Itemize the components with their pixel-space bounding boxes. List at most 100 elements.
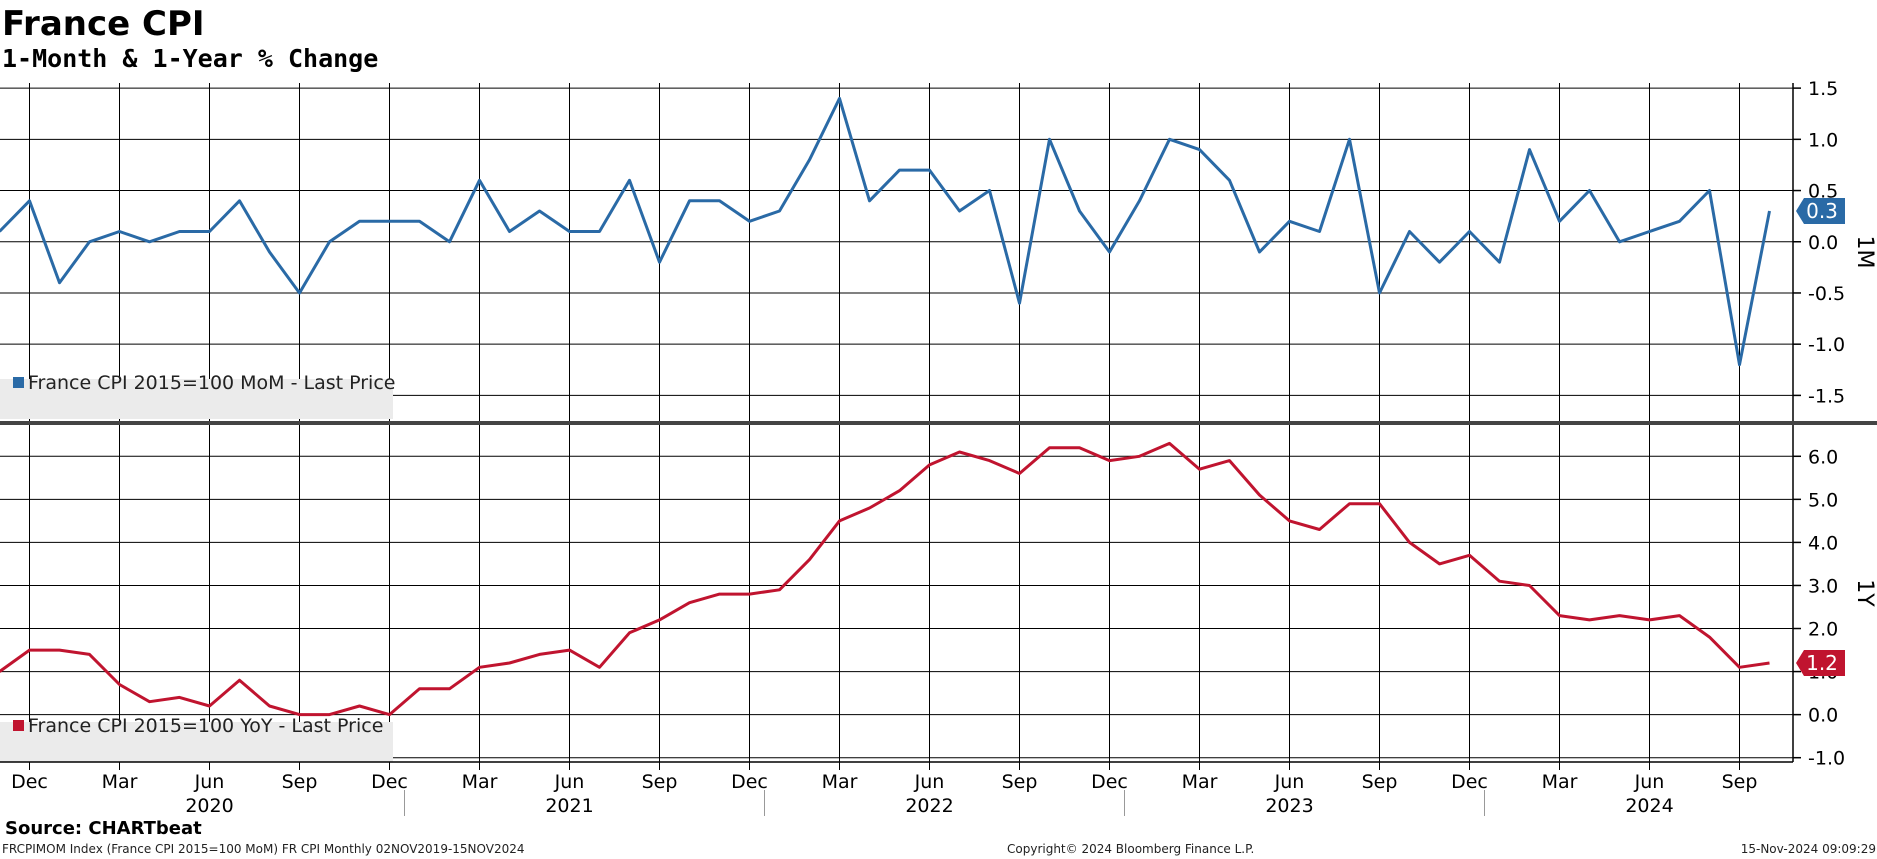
x-tick-label: Mar xyxy=(462,771,498,793)
data-point xyxy=(1018,302,1020,304)
data-point xyxy=(298,713,300,715)
data-point xyxy=(778,210,780,212)
legend-swatch xyxy=(13,720,24,731)
data-point xyxy=(388,220,390,222)
data-point xyxy=(1378,292,1380,294)
data-point xyxy=(1678,220,1680,222)
data-point xyxy=(1768,662,1770,664)
data-point xyxy=(58,282,60,284)
data-point xyxy=(808,159,810,161)
y-tick-label: 4.0 xyxy=(1808,532,1838,554)
data-point xyxy=(1198,468,1200,470)
data-point xyxy=(448,688,450,690)
x-year-label: 2022 xyxy=(905,795,953,817)
y-tick-label: 1.0 xyxy=(1808,129,1838,151)
data-point xyxy=(1468,230,1470,232)
y-tick-label: -1.5 xyxy=(1808,385,1845,407)
x-tick-label: Mar xyxy=(102,771,138,793)
x-tick-label: Sep xyxy=(642,771,678,793)
data-point xyxy=(358,705,360,707)
data-point xyxy=(1558,220,1560,222)
y-tick-label: 5.0 xyxy=(1808,489,1838,511)
data-point xyxy=(718,200,720,202)
data-point xyxy=(1018,472,1020,474)
x-tick-label: Dec xyxy=(371,771,408,793)
data-point xyxy=(688,200,690,202)
data-point xyxy=(1108,459,1110,461)
y-tick-label: 1.5 xyxy=(1808,78,1838,100)
x-tick-label: Sep xyxy=(1362,771,1398,793)
y-tick-label: 2.0 xyxy=(1808,619,1838,641)
copyright-notice: Copyright© 2024 Bloomberg Finance L.P. xyxy=(1007,842,1255,856)
x-tick-label: Mar xyxy=(822,771,858,793)
last-value-tag xyxy=(1796,649,1845,676)
data-point xyxy=(478,666,480,668)
data-point xyxy=(778,589,780,591)
data-point xyxy=(478,179,480,181)
data-point xyxy=(328,241,330,243)
data-point xyxy=(118,683,120,685)
y-tick-label: 0.0 xyxy=(1808,705,1838,727)
series-line xyxy=(0,441,1770,717)
data-point xyxy=(1138,200,1140,202)
data-point xyxy=(988,459,990,461)
data-point xyxy=(1288,520,1290,522)
y-axis-label: 1Y xyxy=(1852,579,1877,607)
last-value-label: 1.2 xyxy=(1806,651,1838,675)
data-point xyxy=(898,169,900,171)
x-year-label: 2024 xyxy=(1625,795,1673,817)
data-point xyxy=(1648,230,1650,232)
y-tick-label: -0.5 xyxy=(1808,283,1845,305)
data-point xyxy=(418,688,420,690)
series-line xyxy=(0,96,1771,367)
data-point xyxy=(1708,189,1710,191)
x-tick-label: Dec xyxy=(1091,771,1128,793)
data-point xyxy=(1618,614,1620,616)
data-point xyxy=(238,200,240,202)
data-point xyxy=(1318,230,1320,232)
data-point xyxy=(628,632,630,634)
data-point xyxy=(1348,138,1350,140)
data-point xyxy=(1498,580,1500,582)
data-point xyxy=(1648,619,1650,621)
x-tick-label: Sep xyxy=(282,771,318,793)
data-point xyxy=(568,230,570,232)
data-point xyxy=(1258,494,1260,496)
chart-subtitle: 1-Month & 1-Year % Change xyxy=(2,44,379,73)
data-point xyxy=(1408,541,1410,543)
data-point xyxy=(988,189,990,191)
data-point xyxy=(1228,179,1230,181)
y-tick-label: 6.0 xyxy=(1808,446,1838,468)
data-point xyxy=(688,601,690,603)
x-tick-label: Dec xyxy=(1451,771,1488,793)
data-point xyxy=(1588,619,1590,621)
data-point xyxy=(658,261,660,263)
data-point xyxy=(1558,614,1560,616)
data-point xyxy=(928,464,930,466)
y-tick-label: 0.0 xyxy=(1808,232,1838,254)
data-point xyxy=(208,705,210,707)
x-tick-label: Dec xyxy=(11,771,48,793)
data-point xyxy=(268,705,270,707)
data-point xyxy=(1288,220,1290,222)
data-point xyxy=(1438,261,1440,263)
data-point xyxy=(178,696,180,698)
data-point xyxy=(1048,446,1050,448)
legend-swatch xyxy=(13,377,24,388)
data-point xyxy=(1768,210,1770,212)
data-point xyxy=(1078,446,1080,448)
data-point xyxy=(1138,455,1140,457)
data-point xyxy=(658,619,660,621)
data-point xyxy=(1228,459,1230,461)
data-point xyxy=(418,220,420,222)
data-point xyxy=(28,200,30,202)
source-label: Source: CHARTbeat xyxy=(5,818,202,839)
data-point xyxy=(748,220,750,222)
x-tick-label: Dec xyxy=(731,771,768,793)
data-point xyxy=(1498,261,1500,263)
x-tick-label: Sep xyxy=(1722,771,1758,793)
data-point xyxy=(1588,189,1590,191)
x-tick-label: Mar xyxy=(1182,771,1218,793)
ticker-info: FRCPIMOM Index (France CPI 2015=100 MoM)… xyxy=(2,842,525,856)
data-point xyxy=(898,490,900,492)
